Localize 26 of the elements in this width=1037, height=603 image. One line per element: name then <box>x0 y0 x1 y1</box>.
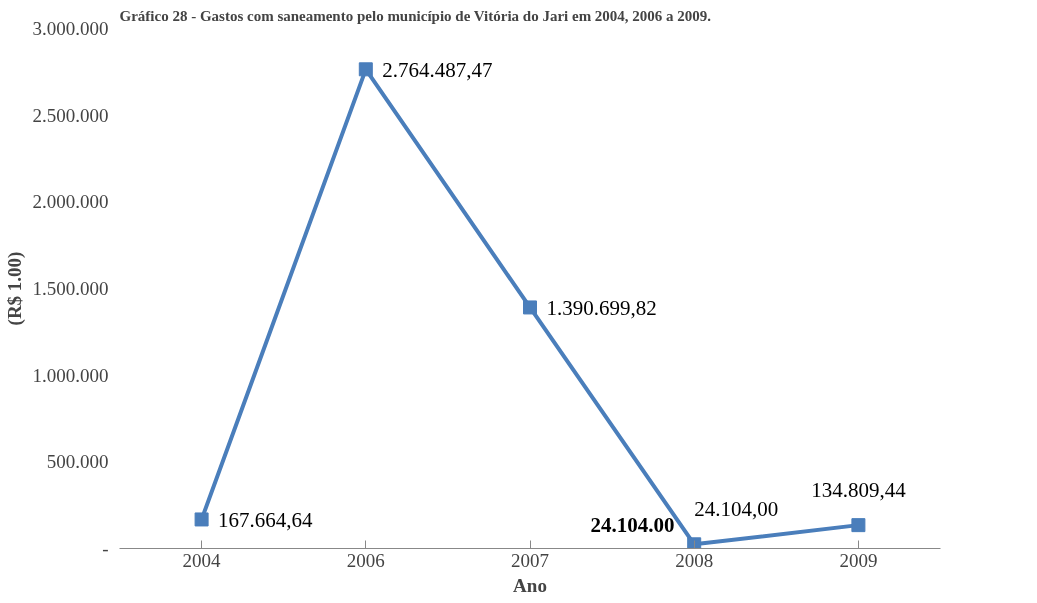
y-tick-label: 2.000.000 <box>32 191 109 213</box>
x-tick-label: 2006 <box>346 549 385 571</box>
x-axis-title: Ano <box>513 574 547 596</box>
x-tick-label: 2007 <box>511 549 549 571</box>
x-tick-label: 2004 <box>182 549 222 571</box>
data-label: 1.390.699,82 <box>546 296 657 321</box>
y-tick-label: - <box>102 538 109 559</box>
y-tick-label: 1.500.000 <box>32 278 109 299</box>
point <box>194 512 209 527</box>
data-label: 24.104,00 <box>694 497 779 522</box>
point <box>687 537 702 549</box>
x-tick-label: 2009 <box>839 549 878 571</box>
annotation: 24.104.00 <box>590 513 675 538</box>
data-label: 167.664,64 <box>218 508 314 533</box>
point <box>358 62 373 77</box>
y-tick-label: 500.000 <box>46 451 109 473</box>
point <box>851 518 866 533</box>
y-tick-label: 1.000.000 <box>32 364 109 386</box>
data-label: 134.809,44 <box>811 478 907 503</box>
data-label: 2.764.487,47 <box>382 58 493 83</box>
y-axis-title: (R$ 1.00) <box>3 251 26 326</box>
x-tick-label: 2008 <box>675 549 714 571</box>
chart-title: Gráfico 28 - Gastos com saneamento pelo município de Vitória do Jari em 2004, 2006 a 2009. <box>119 7 712 24</box>
y-tick-label: 3.000.000 <box>32 18 109 39</box>
y-tick-label: 2.500.000 <box>32 104 109 126</box>
point <box>523 300 537 315</box>
